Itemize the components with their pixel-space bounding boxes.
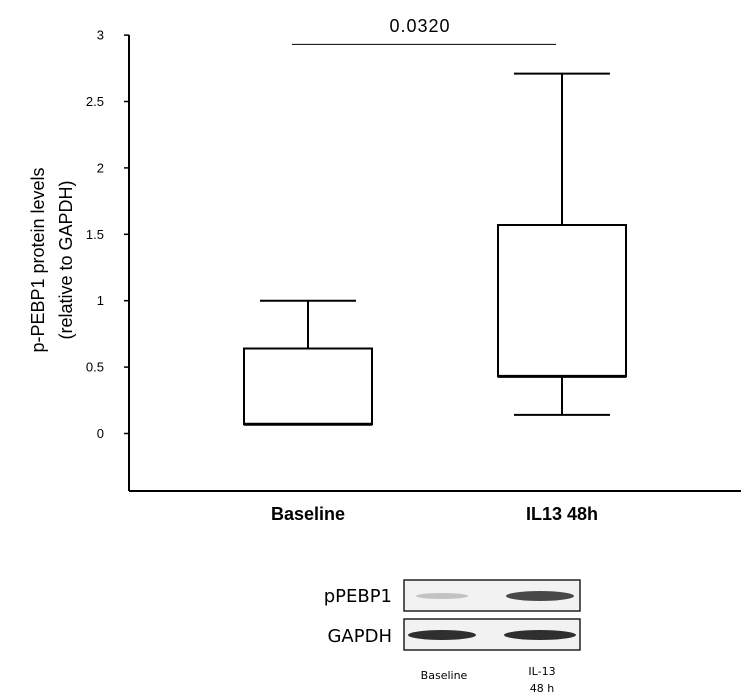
y-tick-label-0: 0 <box>97 426 104 441</box>
band-gapdh-il13 <box>504 630 576 640</box>
band-ppebp1-baseline <box>416 593 468 599</box>
y-axis: 0 0.5 1 1.5 2 2.5 3 <box>86 28 741 492</box>
blot-lane-caption-baseline: Baseline <box>421 669 468 682</box>
blot-row-label-gapdh: GAPDH <box>327 626 392 647</box>
category-label-baseline: Baseline <box>271 504 345 524</box>
y-tick-label-3: 1.5 <box>86 227 104 242</box>
band-gapdh-baseline <box>408 630 476 640</box>
western-blot: pPEBP1 GAPDH Baseline IL-13 48 h <box>324 579 581 695</box>
box-baseline <box>243 347 373 426</box>
y-tick-label-2: 1 <box>97 293 104 308</box>
y-tick-label-1: 0.5 <box>86 360 104 375</box>
plot-area <box>243 43 627 426</box>
band-ppebp1-il13 <box>506 591 574 601</box>
significance-label: 0.0320 <box>389 16 450 36</box>
blot-row-label-ppebp1: pPEBP1 <box>324 586 392 607</box>
box-il13 <box>497 224 627 378</box>
blot-lane-caption-il13-line2: 48 h <box>530 682 554 695</box>
blot-lane-caption-il13-line1: IL-13 <box>528 665 555 678</box>
y-tick-label-4: 2 <box>97 160 104 175</box>
category-label-il13: IL13 48h <box>526 504 598 524</box>
y-axis-label-line2: (relative to GAPDH) <box>56 180 76 339</box>
y-tick-label-5: 2.5 <box>86 94 104 109</box>
y-axis-label-line1: p-PEBP1 protein levels <box>28 167 48 352</box>
y-tick-label-6: 3 <box>97 28 104 43</box>
